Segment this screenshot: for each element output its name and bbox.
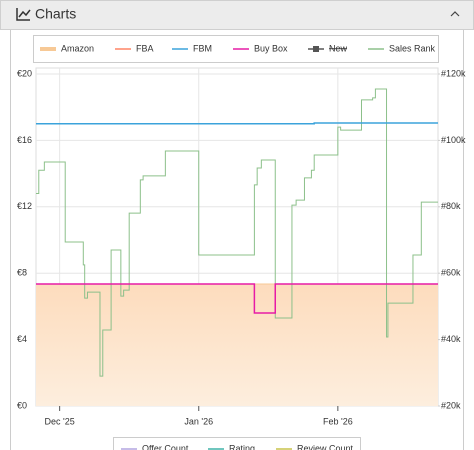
y2-tick-label: #120k [441, 68, 466, 78]
legend-label[interactable]: Amazon [61, 43, 94, 53]
legend-marker [313, 46, 319, 52]
y2-tick-label: #40k [441, 334, 461, 344]
series-line [36, 283, 438, 314]
y-tick-label: €16 [17, 135, 32, 145]
y2-tick-label: #60k [441, 268, 461, 278]
legend-label[interactable]: Offer Count [142, 443, 189, 450]
y-tick-label: €8 [17, 268, 27, 278]
legend-box-2 [113, 437, 361, 450]
chart-icon [16, 8, 30, 21]
series-line [36, 88, 438, 377]
legend-label[interactable]: Review Count [297, 443, 354, 450]
legend-label[interactable]: Buy Box [254, 43, 288, 53]
y2-tick-label: #100k [441, 135, 466, 145]
header-bar[interactable] [0, 0, 474, 30]
collapse-caret[interactable] [450, 11, 460, 17]
y-tick-label: €20 [17, 68, 32, 78]
area [36, 283, 438, 406]
x-tick-label: Dec '25 [45, 416, 75, 426]
legend-label[interactable]: Sales Rank [389, 43, 436, 53]
legend-label[interactable]: Rating [229, 443, 255, 450]
y2-tick-label: #80k [441, 201, 461, 211]
y-tick-label: €12 [17, 201, 32, 211]
x-tick-label: Feb '26 [323, 416, 353, 426]
y-tick-label: €4 [17, 334, 27, 344]
legend-label[interactable]: FBA [136, 43, 154, 53]
y-tick-label: €0 [17, 400, 27, 410]
x-tick-label: Jan '26 [184, 416, 213, 426]
legend-label[interactable]: FBM [193, 43, 212, 53]
legend-label[interactable]: New [329, 43, 348, 53]
header-title: Charts [35, 6, 76, 22]
chart-icon-line [18, 9, 31, 18]
legend-swatch[interactable] [40, 47, 56, 51]
series-line [36, 122, 438, 125]
y2-tick-label: #20k [441, 400, 461, 410]
